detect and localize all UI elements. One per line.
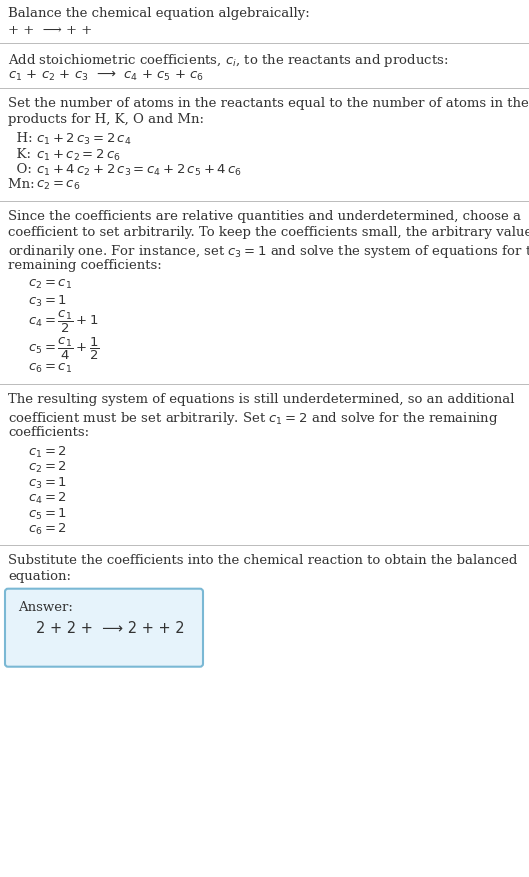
Text: Mn:: Mn: bbox=[8, 178, 39, 191]
Text: $c_6 = c_1$: $c_6 = c_1$ bbox=[28, 361, 72, 374]
Text: Set the number of atoms in the reactants equal to the number of atoms in the: Set the number of atoms in the reactants… bbox=[8, 96, 529, 110]
Text: remaining coefficients:: remaining coefficients: bbox=[8, 260, 162, 272]
Text: $c_3 = 1$: $c_3 = 1$ bbox=[28, 293, 67, 308]
Text: $c_5 = \dfrac{c_1}{4} + \dfrac{1}{2}$: $c_5 = \dfrac{c_1}{4} + \dfrac{1}{2}$ bbox=[28, 335, 99, 361]
Text: 2 + 2 +  ⟶ 2 + + 2: 2 + 2 + ⟶ 2 + + 2 bbox=[36, 620, 185, 635]
Text: $c_1 + 2\,c_3 = 2\,c_4$: $c_1 + 2\,c_3 = 2\,c_4$ bbox=[36, 132, 131, 147]
Text: $c_6 = 2$: $c_6 = 2$ bbox=[28, 522, 67, 537]
Text: Since the coefficients are relative quantities and underdetermined, choose a: Since the coefficients are relative quan… bbox=[8, 210, 521, 223]
Text: ordinarily one. For instance, set $c_3 = 1$ and solve the system of equations fo: ordinarily one. For instance, set $c_3 =… bbox=[8, 243, 529, 260]
Text: coefficient must be set arbitrarily. Set $c_1 = 2$ and solve for the remaining: coefficient must be set arbitrarily. Set… bbox=[8, 410, 498, 426]
Text: K:: K: bbox=[8, 147, 35, 160]
Text: O:: O: bbox=[8, 163, 36, 175]
Text: $c_5 = 1$: $c_5 = 1$ bbox=[28, 506, 67, 521]
Text: $c_1 + 4\,c_2 + 2\,c_3 = c_4 + 2\,c_5 + 4\,c_6$: $c_1 + 4\,c_2 + 2\,c_3 = c_4 + 2\,c_5 + … bbox=[36, 163, 242, 178]
Text: Balance the chemical equation algebraically:: Balance the chemical equation algebraica… bbox=[8, 7, 310, 20]
Text: H:: H: bbox=[8, 132, 37, 145]
Text: $c_1$ + $c_2$ + $c_3$  ⟶  $c_4$ + $c_5$ + $c_6$: $c_1$ + $c_2$ + $c_3$ ⟶ $c_4$ + $c_5$ + … bbox=[8, 68, 204, 82]
Text: Add stoichiometric coefficients, $c_i$, to the reactants and products:: Add stoichiometric coefficients, $c_i$, … bbox=[8, 52, 449, 69]
Text: coefficients:: coefficients: bbox=[8, 425, 89, 438]
FancyBboxPatch shape bbox=[5, 589, 203, 667]
Text: The resulting system of equations is still underdetermined, so an additional: The resulting system of equations is sti… bbox=[8, 393, 515, 406]
Text: $c_2 = c_1$: $c_2 = c_1$ bbox=[28, 278, 72, 291]
Text: Answer:: Answer: bbox=[18, 600, 73, 613]
Text: $c_1 + c_2 = 2\,c_6$: $c_1 + c_2 = 2\,c_6$ bbox=[36, 147, 121, 162]
Text: products for H, K, O and Mn:: products for H, K, O and Mn: bbox=[8, 113, 204, 126]
Text: coefficient to set arbitrarily. To keep the coefficients small, the arbitrary va: coefficient to set arbitrarily. To keep … bbox=[8, 226, 529, 239]
Text: $c_1 = 2$: $c_1 = 2$ bbox=[28, 444, 67, 460]
Text: equation:: equation: bbox=[8, 569, 71, 582]
Text: $c_4 = 2$: $c_4 = 2$ bbox=[28, 490, 67, 506]
Text: $c_4 = \dfrac{c_1}{2} + 1$: $c_4 = \dfrac{c_1}{2} + 1$ bbox=[28, 309, 98, 335]
Text: + +  ⟶ + +: + + ⟶ + + bbox=[8, 24, 92, 37]
Text: $c_2 = 2$: $c_2 = 2$ bbox=[28, 460, 67, 474]
Text: $c_2 = c_6$: $c_2 = c_6$ bbox=[36, 178, 80, 191]
Text: $c_3 = 1$: $c_3 = 1$ bbox=[28, 475, 67, 490]
Text: Substitute the coefficients into the chemical reaction to obtain the balanced: Substitute the coefficients into the che… bbox=[8, 553, 517, 566]
